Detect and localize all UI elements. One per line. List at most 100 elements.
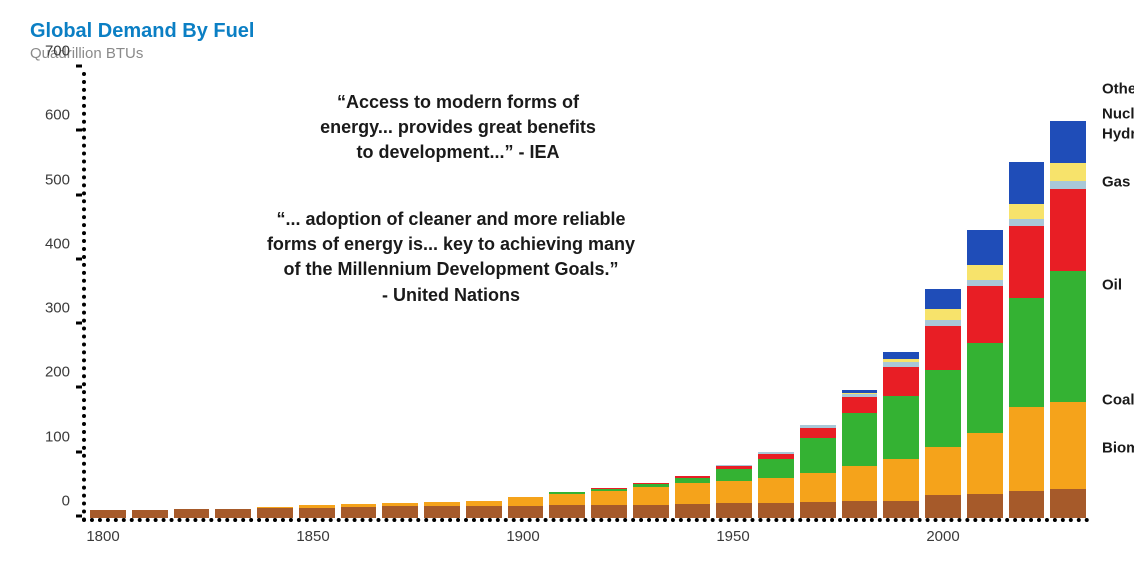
bar-segment-biomass <box>299 508 335 518</box>
bar-segment-coal <box>1050 402 1086 489</box>
bar <box>716 465 752 518</box>
bar-segment-gas <box>1050 189 1086 271</box>
bar <box>382 503 418 518</box>
bar <box>925 289 961 518</box>
y-tick-dash <box>76 193 82 196</box>
page-title: Global Demand By Fuel <box>30 20 1104 43</box>
page-subtitle: Quadrillion BTUs <box>30 45 1104 62</box>
bar-segment-other <box>883 352 919 360</box>
bar <box>215 509 251 518</box>
bar-segment-oil <box>1050 271 1086 403</box>
bar-segment-oil <box>967 343 1003 433</box>
bar-segment-coal <box>633 487 669 504</box>
bar-segment-biomass <box>132 510 168 518</box>
bar-segment-biomass <box>883 501 919 518</box>
bar <box>591 488 627 518</box>
bar-segment-coal <box>591 491 627 505</box>
y-tick-dash <box>76 515 82 518</box>
bar-segment-oil <box>925 370 961 447</box>
bar <box>132 510 168 518</box>
quote-1: “... adoption of cleaner and more reliab… <box>206 207 696 308</box>
bar-segment-coal <box>716 481 752 504</box>
bar-segment-other <box>925 289 961 310</box>
bar-segment-biomass <box>800 502 836 518</box>
bar <box>967 230 1003 518</box>
bar-segment-biomass <box>174 509 210 518</box>
bar-segment-biomass <box>967 494 1003 518</box>
bar <box>883 352 919 518</box>
bar-segment-biomass <box>382 506 418 518</box>
y-tick-dash <box>76 322 82 325</box>
bar-segment-coal <box>675 483 711 504</box>
bar <box>424 502 460 518</box>
bar-segment-coal <box>967 433 1003 494</box>
bar-segment-biomass <box>758 503 794 518</box>
bar-segment-biomass <box>549 505 585 518</box>
bar-segment-biomass <box>257 508 293 518</box>
bar <box>633 483 669 518</box>
series-label-hydro: Hydro <box>1102 125 1134 142</box>
bar <box>758 452 794 518</box>
y-tick-label: 200 <box>45 364 70 381</box>
bar-segment-coal <box>508 497 544 506</box>
y-tick-label: 400 <box>45 235 70 252</box>
bar <box>299 505 335 518</box>
bar-segment-biomass <box>842 501 878 518</box>
y-tick-label: 600 <box>45 107 70 124</box>
bar-segment-gas <box>925 326 961 370</box>
bar <box>842 390 878 518</box>
bar <box>466 501 502 518</box>
bar-segment-biomass <box>466 506 502 518</box>
y-tick-dash <box>76 450 82 453</box>
bar-segment-oil <box>758 459 794 478</box>
y-tick-dash <box>76 257 82 260</box>
bar-segment-biomass <box>1050 489 1086 518</box>
plot-area: “Access to modern forms ofenergy... prov… <box>82 72 1090 522</box>
bar-segment-gas <box>1009 226 1045 297</box>
bar-segment-oil <box>883 396 919 459</box>
bar <box>675 476 711 518</box>
bar <box>800 425 836 518</box>
x-tick-label: 1800 <box>86 528 119 545</box>
bar-segment-biomass <box>424 506 460 518</box>
bar-segment-hydro <box>1050 181 1086 189</box>
bar-segment-gas <box>800 428 836 438</box>
y-tick-label: 500 <box>45 171 70 188</box>
y-tick-label: 100 <box>45 428 70 445</box>
bar-segment-biomass <box>591 505 627 518</box>
series-label-coal: Coal <box>1102 392 1134 409</box>
bar-segment-biomass <box>716 503 752 518</box>
bar <box>90 510 126 518</box>
bar-segment-gas <box>842 397 878 413</box>
y-tick-dash <box>76 65 82 68</box>
bar <box>341 504 377 518</box>
y-tick-dash <box>76 386 82 389</box>
bar-segment-nuclear <box>1009 204 1045 219</box>
bar <box>549 492 585 518</box>
x-tick-label: 2000 <box>926 528 959 545</box>
bar-segment-coal <box>800 473 836 502</box>
bar-segment-nuclear <box>967 265 1003 279</box>
chart-container: “Access to modern forms ofenergy... prov… <box>30 72 1090 552</box>
quote-0: “Access to modern forms ofenergy... prov… <box>248 90 668 166</box>
bar-segment-other <box>1009 162 1045 204</box>
bar-segment-biomass <box>90 510 126 518</box>
series-label-other: Other Renewables <box>1102 80 1134 97</box>
bar-segment-oil <box>842 413 878 466</box>
series-label-gas: Gas <box>1102 173 1130 190</box>
bar-segment-oil <box>1009 298 1045 407</box>
bar-segment-biomass <box>508 506 544 518</box>
y-tick-label: 700 <box>45 43 70 60</box>
y-tick-dash <box>76 129 82 132</box>
bar-segment-other <box>1050 121 1086 163</box>
series-label-oil: Oil <box>1102 276 1122 293</box>
x-axis: 18001850190019502000 <box>82 522 1090 552</box>
bar-segment-biomass <box>633 505 669 519</box>
bar-segment-biomass <box>341 507 377 518</box>
x-tick-label: 1900 <box>506 528 539 545</box>
bar-segment-biomass <box>925 495 961 518</box>
bar-segment-biomass <box>1009 491 1045 518</box>
bar-segment-other <box>967 230 1003 265</box>
bar <box>1009 162 1045 518</box>
x-tick-label: 1850 <box>296 528 329 545</box>
